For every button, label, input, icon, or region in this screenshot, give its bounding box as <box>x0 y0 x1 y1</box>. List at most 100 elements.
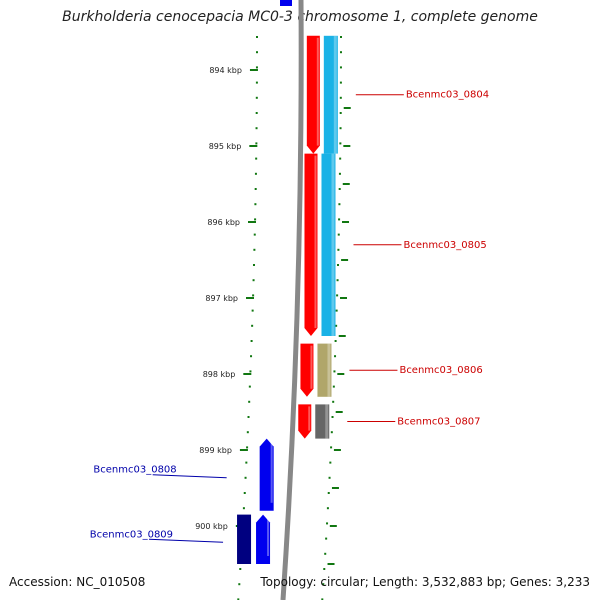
guide-dot-right <box>339 66 342 69</box>
guide-dot-left <box>252 264 255 266</box>
minor-tick <box>329 525 337 527</box>
gene-label[interactable]: Bcenmc03_0806 <box>399 365 482 376</box>
gene-arrow-reverse-highlight <box>267 516 270 556</box>
accession-text: Accession: NC_010508 <box>9 575 146 589</box>
tick-label: 896 kbp <box>207 218 240 227</box>
gene-arrow-forward[interactable] <box>300 343 314 397</box>
guide-dot-left <box>251 309 254 312</box>
guide-dot-right <box>338 203 341 206</box>
cog-bar-highlight <box>327 343 331 397</box>
guide-dot-right <box>327 492 330 494</box>
guide-dot-left <box>244 476 247 479</box>
major-tick <box>246 297 255 299</box>
cog-category-bar <box>315 404 330 439</box>
major-tick <box>249 145 258 147</box>
minor-tick <box>342 221 350 223</box>
gene-label[interactable]: Bcenmc03_0807 <box>397 417 480 428</box>
gene-labels: Bcenmc03_0804 Bcenmc03_0805 Bcenmc03_0806 B… <box>90 90 489 543</box>
guide-dot-right <box>336 294 339 297</box>
gene-arrow-forward-highlight <box>308 406 311 431</box>
guide-dot-right <box>335 309 338 312</box>
guide-dot-left <box>251 324 254 327</box>
gene-arrow-forward-highlight <box>316 37 319 146</box>
guide-dot-left <box>239 568 242 570</box>
guide-dot-left <box>243 492 246 494</box>
guide-dot-left <box>255 36 258 38</box>
gene-label[interactable]: Bcenmc03_0805 <box>403 240 486 251</box>
guide-dot-left <box>255 81 258 84</box>
minor-tick <box>343 145 351 147</box>
gene-label[interactable]: Bcenmc03_0808 <box>93 465 176 476</box>
gene-arrow-forward[interactable] <box>298 404 312 439</box>
guide-dot-left <box>237 598 240 600</box>
guide-dot-right <box>339 36 342 38</box>
gene-label[interactable]: Bcenmc03_0809 <box>90 529 173 540</box>
tick-label: 899 kbp <box>199 446 232 455</box>
guide-dot-right <box>335 324 338 327</box>
guide-dot-right <box>325 537 328 540</box>
guide-dot-left <box>254 218 257 221</box>
guide-dot-left <box>255 66 258 69</box>
gene-features <box>237 0 338 564</box>
guide-dot-left <box>250 340 253 342</box>
guide-dot-right <box>339 96 342 99</box>
guide-dot-left <box>255 127 258 130</box>
guide-dot-left <box>247 416 250 418</box>
minor-tick <box>331 487 339 489</box>
tick-label: 897 kbp <box>205 294 238 303</box>
guide-dot-right <box>339 112 342 114</box>
gene-label-leader <box>149 538 224 543</box>
minor-tick <box>340 297 348 299</box>
guide-dot-right <box>339 81 342 84</box>
guide-dot-right <box>339 142 342 145</box>
guide-dot-left <box>249 370 252 373</box>
guide-dot-left <box>254 172 257 175</box>
guide-dot-right <box>324 552 327 555</box>
guide-dot-right <box>323 568 326 570</box>
guide-dot-left <box>253 248 256 251</box>
guide-dot-right <box>326 522 329 525</box>
guide-dot-right <box>332 400 335 403</box>
cog-bar-highlight <box>333 35 337 154</box>
scale-ticks: 894 kbp 895 kbp 896 kbp 897 kbp 898 kbp 899 k… <box>195 66 258 531</box>
gene-arrow-reverse[interactable] <box>259 438 274 511</box>
tick-label: 894 kbp <box>209 66 242 75</box>
major-tick <box>249 69 258 71</box>
guide-dot-right <box>331 416 334 418</box>
cog-category-bar <box>321 153 336 336</box>
minor-tick <box>327 563 335 565</box>
tick-label: 900 kbp <box>195 522 228 531</box>
guide-dot-right <box>337 248 340 251</box>
guide-dot-left <box>246 431 249 434</box>
gene-arrow-forward[interactable] <box>304 153 318 336</box>
minor-tick <box>338 335 346 337</box>
guide-dot-right <box>339 127 342 130</box>
guide-dot-left <box>248 385 251 388</box>
guide-dot-right <box>334 340 337 342</box>
gene-arrow-forward[interactable] <box>306 35 320 154</box>
guide-dot-right <box>321 598 324 600</box>
gene-label[interactable]: Bcenmc03_0804 <box>406 90 489 101</box>
guide-dot-right <box>334 355 337 358</box>
guide-dot-right <box>336 264 339 266</box>
gene-arrow-forward-highlight <box>314 155 317 328</box>
minor-tick <box>341 259 349 261</box>
gene-arrow-reverse[interactable] <box>256 514 271 564</box>
cog-category-bar <box>237 514 252 564</box>
gene-label-leader <box>152 474 227 479</box>
cog-bar-highlight <box>331 153 335 336</box>
cog-category-bar <box>317 343 332 397</box>
guide-dot-right <box>326 507 329 510</box>
guide-dot-right <box>338 172 341 175</box>
cog-bar-highlight <box>325 404 329 439</box>
genome-backbone <box>280 0 304 600</box>
minor-tick <box>337 373 345 375</box>
guide-dot-right <box>330 446 333 449</box>
guide-dot-left <box>255 112 258 114</box>
guide-dot-left <box>252 279 255 282</box>
guide-dot-left <box>255 51 258 54</box>
minor-tick <box>333 449 341 451</box>
guide-dot-left <box>255 157 258 160</box>
guide-dot-left <box>254 203 257 206</box>
guide-dot-left <box>242 507 245 510</box>
